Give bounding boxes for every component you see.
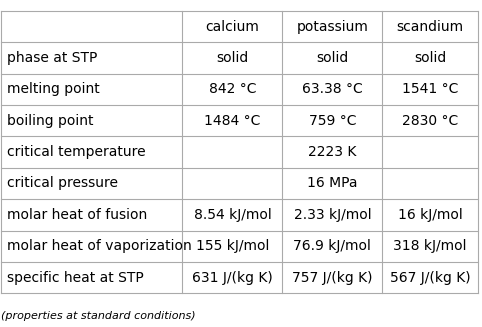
- Text: 155 kJ/mol: 155 kJ/mol: [196, 239, 269, 253]
- Text: 759 °C: 759 °C: [308, 114, 356, 128]
- Text: melting point: melting point: [7, 82, 100, 96]
- Text: 1541 °C: 1541 °C: [402, 82, 458, 96]
- Text: 16 MPa: 16 MPa: [307, 177, 358, 191]
- Text: (properties at standard conditions): (properties at standard conditions): [1, 311, 196, 321]
- Text: molar heat of fusion: molar heat of fusion: [7, 208, 147, 222]
- Text: 76.9 kJ/mol: 76.9 kJ/mol: [294, 239, 371, 253]
- Text: potassium: potassium: [296, 20, 368, 34]
- Text: solid: solid: [216, 51, 249, 65]
- Text: 2223 K: 2223 K: [308, 145, 357, 159]
- Text: 63.38 °C: 63.38 °C: [302, 82, 363, 96]
- Text: boiling point: boiling point: [7, 114, 94, 128]
- Text: 842 °C: 842 °C: [209, 82, 256, 96]
- Text: 2.33 kJ/mol: 2.33 kJ/mol: [294, 208, 371, 222]
- Text: 8.54 kJ/mol: 8.54 kJ/mol: [193, 208, 271, 222]
- Text: 1484 °C: 1484 °C: [204, 114, 261, 128]
- Text: calcium: calcium: [205, 20, 259, 34]
- Text: phase at STP: phase at STP: [7, 51, 97, 65]
- Text: 16 kJ/mol: 16 kJ/mol: [398, 208, 462, 222]
- Text: specific heat at STP: specific heat at STP: [7, 270, 144, 284]
- Text: 757 J/(kg K): 757 J/(kg K): [292, 270, 373, 284]
- Text: solid: solid: [414, 51, 446, 65]
- Text: molar heat of vaporization: molar heat of vaporization: [7, 239, 192, 253]
- Text: 318 kJ/mol: 318 kJ/mol: [393, 239, 467, 253]
- Text: critical temperature: critical temperature: [7, 145, 146, 159]
- Text: solid: solid: [316, 51, 348, 65]
- Text: scandium: scandium: [397, 20, 464, 34]
- Text: 631 J/(kg K): 631 J/(kg K): [192, 270, 273, 284]
- Text: 567 J/(kg K): 567 J/(kg K): [390, 270, 470, 284]
- Text: 2830 °C: 2830 °C: [402, 114, 458, 128]
- Text: critical pressure: critical pressure: [7, 177, 118, 191]
